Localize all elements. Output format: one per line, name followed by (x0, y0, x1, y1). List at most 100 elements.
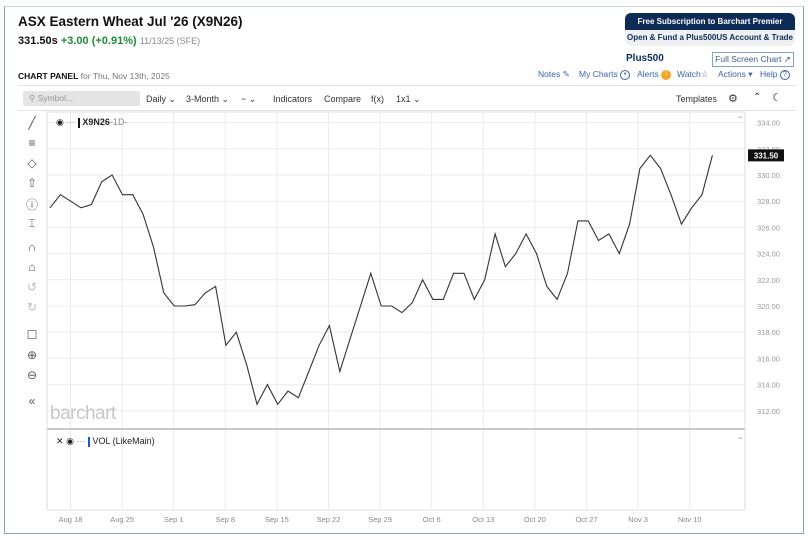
layout-dropdown[interactable]: 1x1 ⌄ (396, 94, 421, 104)
more-icon[interactable]: ··· (76, 436, 86, 446)
zoom-in-icon[interactable]: ⊕ (26, 348, 38, 362)
magnet-icon[interactable]: ∩ (27, 240, 37, 254)
chart-type-dropdown[interactable]: ~ ⌄ (241, 94, 257, 104)
fib-tool-icon[interactable]: ≡ (28, 136, 36, 150)
last-price-label: 331.50 (754, 151, 779, 160)
shape-tool-icon[interactable]: ◇ (27, 156, 37, 170)
close-icon[interactable]: ✕ (56, 436, 64, 446)
volume-pane-legend: ✕ ◉ ··· VOL (LikeMain) (56, 436, 155, 447)
price-line-series (49, 154, 713, 406)
help-label: Help (760, 69, 778, 79)
y-tick-label: 312.00 (757, 407, 780, 416)
premier-banner[interactable]: Free Subscription to Barchart Premier (625, 13, 795, 30)
last-price: 331.50s (18, 35, 58, 47)
alert-icon: ! (661, 69, 672, 80)
layout-label: 1x1 (396, 94, 411, 104)
y-tick-label: 318.00 (757, 328, 780, 337)
expand-icon: ↗ (783, 54, 791, 64)
y-tick-label: 320.00 (757, 302, 780, 311)
plus500-logo[interactable]: Plus500 (626, 53, 664, 64)
my-charts-label: My Charts (579, 69, 618, 79)
interval-label: Daily (146, 94, 167, 104)
price-change: +3.00 (+0.91%) (60, 35, 137, 47)
symbol-placeholder: Symbol... (37, 93, 74, 103)
y-tick-label: 316.00 (757, 354, 780, 363)
collapse-icon[interactable]: « (28, 394, 36, 408)
full-screen-chart-button[interactable]: Full Screen Chart ↗ (712, 52, 794, 67)
info-tool-icon[interactable]: ⓘ (25, 198, 38, 212)
line-chart-icon: ~ (241, 94, 247, 104)
x-tick-label: Oct 20 (524, 515, 546, 524)
arrow-tool-icon[interactable]: ⇧ (26, 176, 38, 190)
y-tick-label: 328.00 (757, 197, 780, 206)
actions-label: Actions (718, 69, 746, 79)
redo-icon[interactable]: ↻ (26, 300, 38, 314)
alerts-link[interactable]: Alerts ! (637, 69, 672, 80)
y-tick-label: 330.00 (757, 171, 780, 180)
x-tick-label: Oct 27 (575, 515, 597, 524)
barchart-watermark: barchart (50, 403, 116, 424)
collapse-up-icon[interactable]: ⌃ (753, 92, 762, 103)
my-charts-link[interactable]: My Charts • (579, 69, 631, 80)
actions-menu[interactable]: Actions ▾ (718, 69, 753, 80)
panel-date: for Thu, Nov 13th, 2025 (80, 71, 170, 81)
notes-icon: ✎ (562, 69, 570, 79)
range-label: 3-Month (186, 94, 220, 104)
y-tick-label: 326.00 (757, 223, 780, 232)
main-pane-legend: ◉ ··· X9N26-1D- (56, 117, 127, 128)
full-screen-label: Full Screen Chart (715, 54, 782, 64)
series-interval: -1D- (109, 117, 128, 127)
divider (18, 110, 796, 111)
y-tick-label: 322.00 (757, 276, 780, 285)
series-color-marker (77, 117, 80, 128)
dark-mode-icon[interactable]: ☾ (772, 92, 782, 104)
eye-icon[interactable]: ◉ (66, 436, 74, 446)
line-tool-icon[interactable]: ╱ (28, 116, 36, 130)
x-tick-label: Oct 13 (472, 515, 494, 524)
y-tick-label: 332.00 (757, 145, 780, 154)
x-tick-label: Aug 25 (110, 515, 134, 524)
interval-dropdown[interactable]: Daily ⌄ (146, 94, 177, 104)
plus500-banner[interactable]: Open & Fund a Plus500US Account & Trade (625, 30, 795, 46)
pane-collapse-icon[interactable]: ⌃ (737, 436, 744, 445)
x-tick-label: Oct 6 (423, 515, 441, 524)
gear-icon[interactable]: ⚙ (728, 93, 738, 105)
eye-icon[interactable]: ◉ (56, 117, 64, 127)
series-symbol: X9N26 (82, 117, 110, 127)
x-tick-label: Aug 18 (59, 515, 83, 524)
pane-collapse-icon[interactable]: ⌃ (737, 115, 744, 124)
symbol-search-input[interactable]: ⚲ Symbol... (23, 91, 140, 106)
undo-icon[interactable]: ↺ (26, 280, 38, 294)
zoom-out-icon[interactable]: ⊖ (26, 368, 38, 382)
fx-button[interactable]: f(x) (371, 94, 384, 104)
volume-label: VOL (LikeMain) (92, 436, 155, 446)
measure-tool-icon[interactable]: ⌶ (28, 216, 36, 230)
x-tick-label: Sep 15 (265, 515, 289, 524)
x-tick-label: Nov 10 (678, 515, 702, 524)
search-icon: ⚲ (29, 93, 36, 103)
compare-button[interactable]: Compare (324, 94, 362, 104)
plot-area (46, 111, 746, 511)
indicators-button[interactable]: Indicators (273, 94, 313, 104)
y-tick-label: 324.00 (757, 250, 780, 259)
watch-link[interactable]: Watch☆ (677, 69, 708, 80)
help-link[interactable]: Help ? (760, 69, 790, 80)
more-icon[interactable]: ··· (66, 117, 76, 127)
x-tick-label: Sep 22 (317, 515, 341, 524)
x-tick-label: Sep 8 (215, 515, 235, 524)
templates-button[interactable]: Templates (676, 94, 718, 104)
caret-down-icon: ▾ (748, 69, 753, 79)
price-line: 331.50s +3.00 (+0.91%) 11/13/25 (SFE) (18, 35, 200, 47)
panel-label: CHART PANEL (18, 71, 79, 81)
page-frame (4, 6, 804, 534)
lock-icon[interactable]: ⌂ (28, 260, 36, 274)
my-charts-icon: • (620, 69, 631, 80)
x-tick-label: Nov 3 (628, 515, 648, 524)
trash-icon[interactable]: ☐ (26, 328, 38, 342)
notes-link[interactable]: Notes ✎ (538, 69, 570, 80)
page-title: ASX Eastern Wheat Jul '26 (X9N26) (18, 14, 243, 29)
x-tick-label: Sep 29 (368, 515, 392, 524)
range-dropdown[interactable]: 3-Month ⌄ (186, 94, 230, 104)
x-tick-label: Sep 1 (164, 515, 184, 524)
